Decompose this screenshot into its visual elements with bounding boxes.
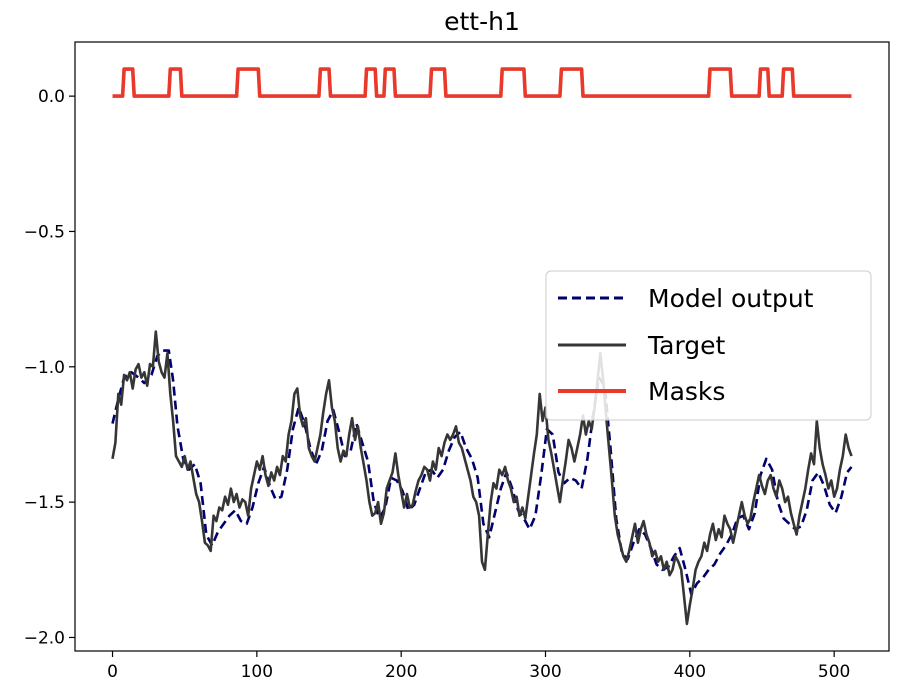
series-line-model-output	[111, 349, 853, 596]
series-line-masks	[112, 67, 852, 98]
y-tick-label: −2.0	[24, 628, 65, 648]
series-layer	[111, 67, 853, 626]
legend-label-target: Target	[647, 331, 726, 360]
legend-label-model-output: Model output	[648, 284, 814, 313]
x-tick-label: 0	[107, 662, 118, 682]
plot-frame	[74, 41, 890, 652]
x-tick-label: 400	[674, 662, 706, 682]
x-tick-label: 100	[241, 662, 273, 682]
y-tick-label: −0.5	[24, 222, 65, 242]
x-tick-label: 300	[529, 662, 561, 682]
legend-box	[545, 270, 872, 421]
y-tick-label: −1.5	[24, 493, 65, 513]
y-tick-label: −1.0	[24, 358, 65, 378]
legend: Model output Target Masks	[545, 270, 872, 421]
series-line-target	[111, 330, 853, 626]
legend-label-masks: Masks	[648, 377, 725, 406]
y-tick-label: 0.0	[38, 87, 65, 107]
chart-title: ett-h1	[444, 7, 520, 36]
x-tick-label: 500	[818, 662, 850, 682]
x-tick-label: 200	[385, 662, 417, 682]
x-axis: 0 100 200 300 400 500	[107, 651, 850, 682]
y-axis: 0.0 −0.5 −1.0 −1.5 −2.0	[24, 87, 75, 648]
